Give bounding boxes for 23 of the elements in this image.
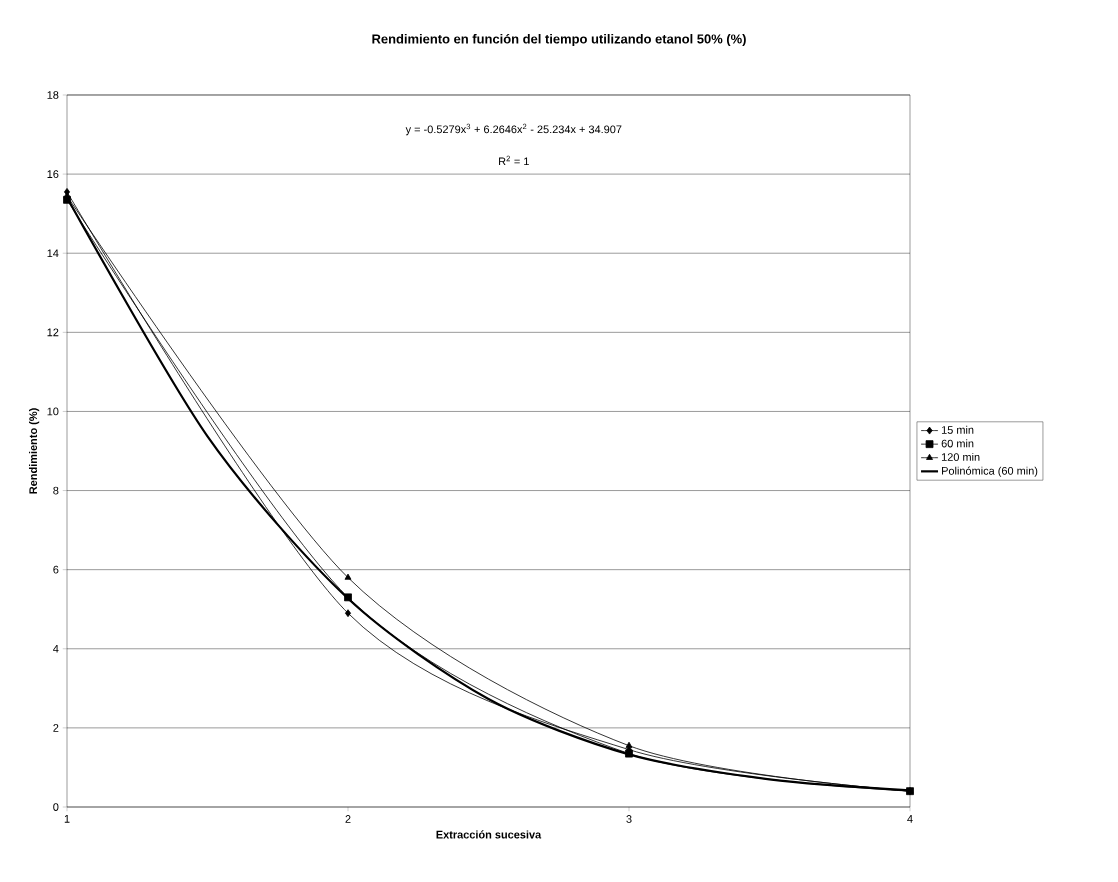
legend-label: 120 min [941, 452, 980, 461]
annotation: y = -0.5279x$^{3}$ + 6.2646x$^{2}$ - 25.234x + 34.907 [405, 123, 622, 136]
x-tick-label: 3 [626, 815, 632, 823]
x-axis-title: Extracción sucesiva [436, 830, 542, 839]
y-tick-label: 6 [53, 565, 59, 574]
y-tick-label: 10 [47, 407, 59, 416]
y-tick-label: 4 [53, 645, 59, 653]
y-tick-label: 12 [47, 328, 59, 337]
x-tick-label: 1 [64, 815, 70, 823]
x-tick-label: 2 [345, 815, 351, 823]
y-tick-label: 8 [53, 486, 59, 495]
y-tick-label: 0 [53, 803, 59, 811]
y-tick-label: 14 [47, 249, 59, 257]
annotation: R$^{2}$ = 1 [499, 155, 529, 166]
y-axis-title: Rendimiento (%) [28, 408, 40, 494]
y-tick-label: 18 [47, 91, 59, 99]
y-tick-label: 2 [53, 724, 59, 732]
legend-label: 15 min [941, 425, 974, 434]
x-tick-label: 4 [907, 815, 913, 823]
chart-title: Rendimiento en función del tiempo utilizando etanol 50% (%) [372, 33, 746, 47]
legend-label: Polinómica (60 min) [942, 466, 1038, 477]
legend-label: 60 min [941, 439, 974, 448]
y-tick-label: 16 [47, 170, 59, 178]
